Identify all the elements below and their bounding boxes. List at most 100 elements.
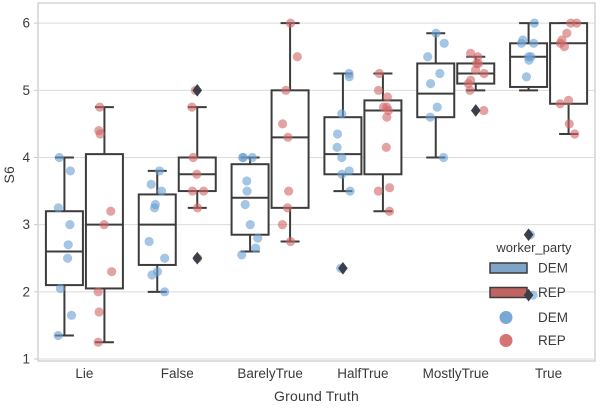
strip-point-REP — [570, 129, 580, 139]
strip-point-REP — [283, 132, 293, 142]
strip-point-DEM — [332, 129, 343, 139]
strip-point-DEM — [438, 152, 449, 163]
strip-point-REP — [284, 186, 294, 196]
legend-point-swatch-DEM — [499, 311, 513, 324]
legend-label: DEM — [538, 261, 568, 276]
strip-point-REP — [470, 65, 481, 75]
outlier-diamond-DEM — [338, 261, 348, 275]
strip-point-DEM — [247, 152, 257, 163]
strip-point-REP — [285, 18, 296, 28]
strip-point-REP — [292, 52, 302, 62]
y-tick-label: 2 — [22, 284, 30, 299]
strip-point-REP — [187, 102, 197, 112]
strip-point-REP — [562, 28, 572, 38]
strip-point-DEM — [242, 176, 252, 186]
strip-point-DEM — [426, 79, 436, 89]
outlier-diamond-REP — [192, 83, 203, 97]
strip-point-DEM — [345, 186, 355, 196]
strip-point-DEM — [337, 169, 347, 179]
strip-point-REP — [285, 236, 296, 247]
strip-point-REP — [107, 267, 117, 277]
strip-point-DEM — [516, 38, 527, 48]
strip-point-DEM — [251, 243, 261, 253]
strip-point-DEM — [431, 28, 441, 38]
x-tick-label: True — [535, 366, 562, 381]
x-tick-label: Lie — [75, 366, 93, 381]
outlier-diamond-DEM — [523, 288, 534, 302]
x-tick-label: False — [161, 366, 194, 381]
plot-area — [37, 2, 596, 362]
strip-point-DEM — [432, 102, 442, 112]
strip-point-DEM — [439, 38, 449, 48]
legend-box-swatch-DEM — [489, 262, 528, 274]
box-rect — [363, 99, 403, 176]
strip-point-REP — [384, 206, 395, 216]
y-tick-label: 3 — [22, 217, 30, 232]
strip-point-DEM — [149, 203, 160, 213]
strip-point-DEM — [66, 310, 77, 320]
x-tick-label: MostlyTrue — [423, 366, 489, 381]
outlier-diamond-REP — [192, 251, 203, 265]
strip-point-DEM — [65, 166, 75, 176]
strip-point-REP — [479, 105, 489, 116]
strip-point-DEM — [337, 109, 347, 119]
strip-point-REP — [192, 169, 202, 179]
strip-point-REP — [281, 85, 291, 95]
strip-point-DEM — [55, 283, 65, 294]
strip-point-DEM — [238, 152, 248, 163]
strip-point-DEM — [245, 220, 255, 230]
strip-point-REP — [93, 287, 103, 297]
legend-box-swatch-REP — [489, 286, 528, 299]
strip-point-DEM — [529, 38, 539, 48]
strip-point-DEM — [425, 112, 435, 122]
strip-point-DEM — [156, 186, 167, 196]
strip-point-REP — [199, 186, 209, 196]
strip-point-DEM — [160, 287, 170, 297]
x-tick-label: HalfTrue — [337, 366, 388, 381]
x-tick-label: BarelyTrue — [237, 366, 303, 381]
x-axis-title: Ground Truth — [274, 388, 359, 404]
strip-point-REP — [187, 186, 198, 196]
strip-point-DEM — [337, 152, 347, 163]
strip-point-REP — [373, 85, 384, 95]
strip-point-REP — [94, 307, 104, 317]
strip-point-DEM — [63, 240, 73, 250]
y-tick-label: 6 — [22, 16, 30, 31]
strip-point-DEM — [242, 186, 252, 196]
strip-point-DEM — [160, 253, 170, 263]
strip-point-REP — [373, 186, 383, 196]
strip-point-REP — [385, 183, 395, 193]
strip-point-DEM — [147, 270, 157, 280]
strip-point-DEM — [53, 330, 63, 341]
strip-point-DEM — [332, 142, 342, 153]
legend-point-swatch-REP — [499, 334, 513, 347]
box-REP-HalfTrue — [363, 72, 403, 213]
strip-point-DEM — [54, 152, 64, 163]
outlier-diamond-REP — [470, 104, 481, 117]
strip-point-REP — [382, 112, 392, 122]
strip-point-REP — [192, 203, 203, 213]
strip-point-REP — [479, 68, 489, 79]
strip-point-REP — [555, 99, 565, 109]
strip-point-DEM — [253, 233, 263, 243]
strip-point-REP — [99, 220, 109, 230]
strip-point-REP — [374, 68, 384, 79]
strip-point-REP — [95, 102, 105, 112]
strip-point-DEM — [521, 72, 532, 82]
strip-point-REP — [282, 203, 293, 213]
box-rect — [44, 210, 84, 287]
y-axis-title: S6 — [1, 166, 17, 184]
strip-point-REP — [559, 42, 569, 52]
strip-point-DEM — [144, 236, 154, 247]
strip-point-REP — [277, 119, 288, 129]
strip-point-REP — [564, 119, 574, 129]
strip-point-DEM — [524, 55, 534, 65]
strip-point-REP — [106, 206, 116, 216]
outlier-diamond-DEM — [523, 228, 534, 242]
legend-label: REP — [538, 285, 566, 300]
strip-point-REP — [95, 129, 105, 139]
strip-point-DEM — [63, 253, 73, 263]
strip-point-DEM — [237, 250, 247, 260]
strip-point-DEM — [344, 166, 354, 176]
